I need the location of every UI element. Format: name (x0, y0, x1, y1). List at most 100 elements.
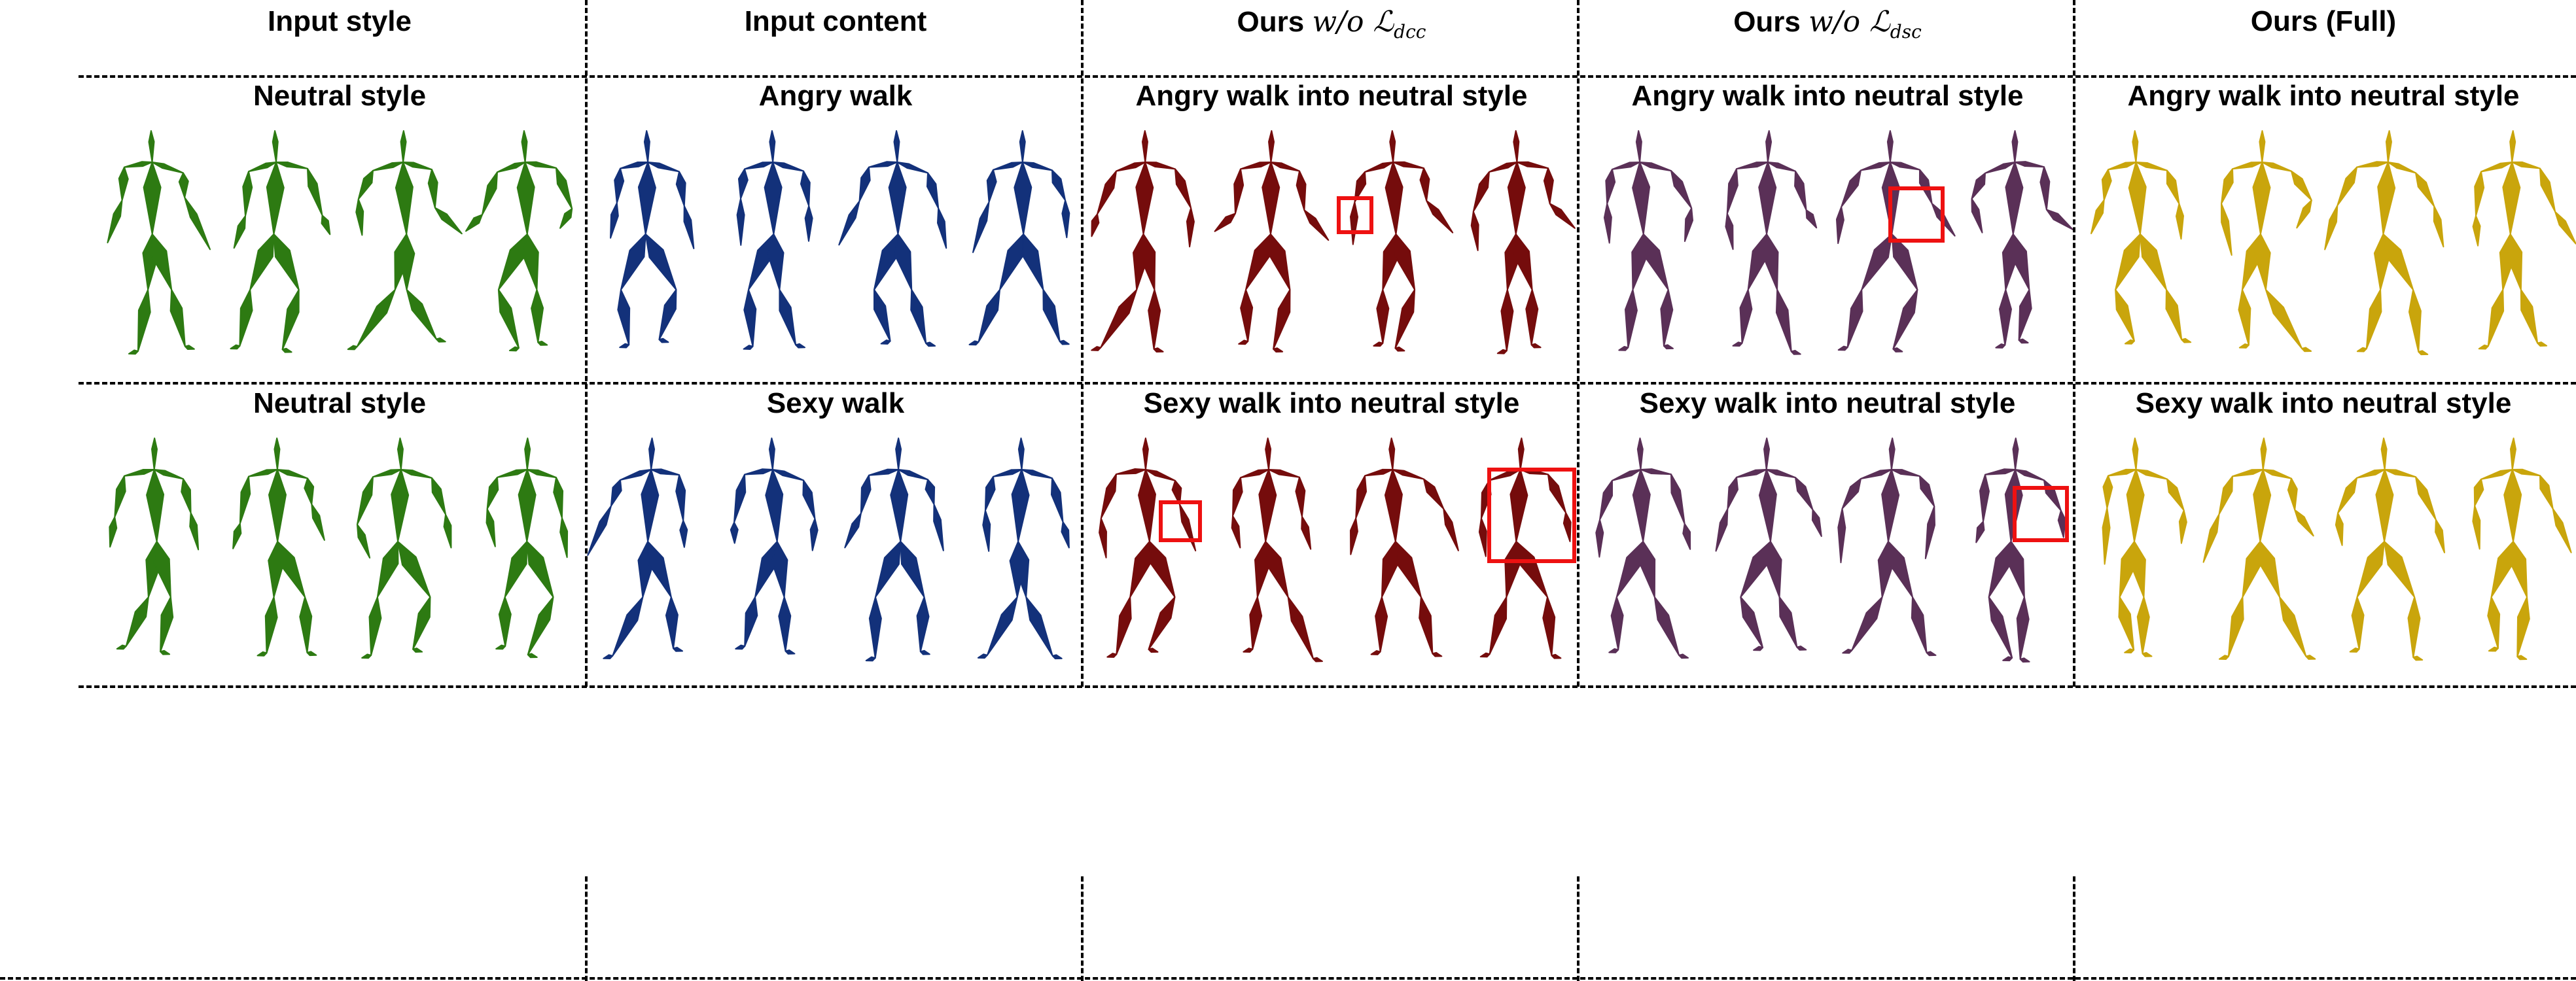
skeleton-figures-green (107, 130, 573, 355)
skeleton-figure (977, 438, 1070, 660)
cell-label: Angry walk into neutral style (1135, 80, 1528, 112)
header-dsc-prefix: Ours (1733, 6, 1801, 38)
cell-label: Neutral style (253, 80, 427, 112)
skeleton-figure (1214, 130, 1330, 353)
cell-r2-content: Sexy walk (587, 385, 1084, 689)
cell-label: Sexy walk (766, 387, 905, 419)
cell-r1-content: Angry walk (588, 77, 1084, 381)
skeleton-figures-gold (2091, 130, 2576, 356)
skeleton-figure (1595, 438, 1691, 659)
header-full-text: Ours (Full) (2250, 5, 2397, 37)
divider-v-2-lower (1081, 876, 1084, 981)
cell-r1-dsc: Angry walk into neutral style (1579, 77, 2075, 381)
skeleton-figure (838, 130, 947, 347)
cell-label: Angry walk into neutral style (2127, 80, 2520, 112)
divider-v-4 (2073, 0, 2075, 687)
skeleton-figure (465, 130, 573, 352)
cell-label: Sexy walk into neutral style (1143, 387, 1520, 419)
skeleton-figure (587, 438, 688, 660)
skeleton-figure (2202, 438, 2316, 661)
skeleton-figure (1350, 130, 1454, 352)
cell-r1-dcc: Angry walk into neutral style (1084, 77, 1579, 381)
skeleton-figure (347, 130, 463, 351)
skeleton-figure (1350, 438, 1459, 657)
skeleton-figure (1603, 130, 1694, 351)
divider-h-top (79, 75, 2576, 78)
header-dcc-math: w/o ℒ (1312, 5, 1394, 39)
header-ours-wo-dsc: Ours w/o ℒdsc (1579, 5, 2075, 51)
divider-h-bottom (79, 685, 2576, 688)
header-dsc-sub: dsc (1890, 20, 1922, 43)
skeleton-figure (1835, 130, 1956, 353)
skeleton-figure (1725, 130, 1818, 355)
divider-h-page-bottom (0, 977, 2576, 980)
artifact-highlight-box (1159, 500, 1202, 542)
skeleton-figure (1975, 438, 2066, 663)
cell-r2-full: Sexy walk into neutral style (2075, 385, 2572, 689)
cell-r1-full: Angry walk into neutral style (2075, 77, 2576, 381)
skeleton-figure (485, 438, 569, 659)
skeleton-figure (1837, 438, 1937, 657)
cell-label: Sexy walk into neutral style (1639, 387, 2016, 419)
skeleton-figure (968, 130, 1070, 346)
skeleton-figures-purple (1595, 438, 2069, 663)
header-ours-full: Ours (Full) (2075, 5, 2571, 51)
skeleton-figure (736, 130, 813, 350)
skeleton-figures-green (109, 438, 569, 659)
skeleton-figure (356, 438, 452, 659)
divider-h-mid (79, 382, 2576, 385)
header-dcc-sub: dcc (1394, 20, 1426, 43)
cell-r2-style: Neutral style (92, 385, 588, 689)
artifact-highlight-box (1487, 468, 1576, 563)
skeleton-figure (2091, 130, 2192, 345)
skeleton-figure (2102, 438, 2187, 657)
skeleton-figures-red (1099, 438, 1576, 663)
skeleton-figure (1971, 130, 2074, 349)
artifact-highlight-box (2013, 486, 2069, 542)
header-input-content: Input content (588, 5, 1084, 51)
artifact-highlight-box (1888, 186, 1945, 243)
skeleton-figure (107, 130, 211, 355)
skeleton-figure (2335, 438, 2445, 661)
skeleton-figure (109, 438, 200, 655)
header-input-style: Input style (92, 5, 588, 51)
skeleton-figure (2324, 130, 2444, 356)
skeleton-figure (2221, 130, 2312, 353)
cell-r1-style: Neutral style (92, 77, 588, 381)
divider-v-3-lower (1577, 876, 1579, 981)
skeleton-figure (1470, 130, 1576, 354)
skeleton-figure (2472, 438, 2572, 661)
skeleton-figure (844, 438, 944, 662)
skeleton-figure (1715, 438, 1822, 651)
skeleton-figure (610, 130, 695, 349)
skeleton-figures-purple (1603, 130, 2074, 355)
skeleton-figure (1478, 438, 1572, 659)
skeleton-figures-red (1091, 130, 1576, 354)
skeleton-figures-gold (2102, 438, 2572, 661)
divider-v-1 (585, 0, 588, 687)
divider-v-1-lower (585, 876, 588, 981)
skeleton-figure (1091, 130, 1195, 353)
header-ours-wo-dcc: Ours w/o ℒdcc (1084, 5, 1579, 51)
cell-label: Neutral style (253, 387, 427, 419)
divider-v-3 (1577, 0, 1579, 687)
skeleton-figures-blue (610, 130, 1070, 350)
skeleton-figure (1231, 438, 1323, 663)
skeleton-figure (232, 438, 325, 657)
skeleton-figure (230, 130, 331, 353)
header-dsc-math: w/o ℒ (1808, 5, 1890, 39)
skeleton-figure (2472, 130, 2576, 350)
cell-label: Angry walk (758, 80, 913, 112)
header-input-style-text: Input style (267, 5, 412, 37)
header-dcc-prefix: Ours (1237, 6, 1305, 38)
artifact-highlight-box (1337, 196, 1373, 234)
cell-label: Angry walk into neutral style (1631, 80, 2024, 112)
header-input-content-text: Input content (744, 5, 927, 37)
skeleton-figure (730, 438, 819, 655)
skeleton-figure (1099, 438, 1197, 658)
cell-r2-dsc: Sexy walk into neutral style (1579, 385, 2075, 689)
divider-v-2 (1081, 0, 1084, 687)
skeleton-figures-blue (587, 438, 1070, 662)
cell-r2-dcc: Sexy walk into neutral style (1084, 385, 1579, 689)
